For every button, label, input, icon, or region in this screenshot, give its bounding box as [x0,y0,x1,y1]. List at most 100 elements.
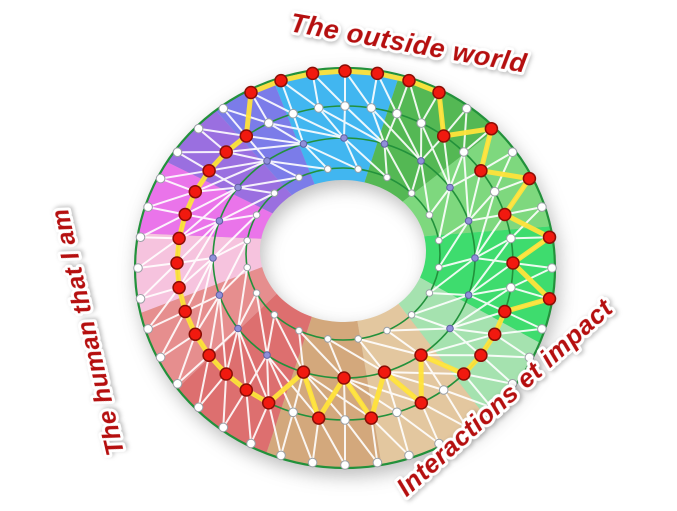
spoke-line [197,373,228,409]
ring-node [340,460,350,470]
red-node [487,327,502,342]
ring-node [340,101,350,111]
spoke-line [302,371,373,420]
red-node [178,207,192,222]
ring-node [215,291,224,299]
red-node [311,411,326,425]
red-node [188,184,203,199]
red-node [484,121,499,136]
spoke-line [420,333,496,357]
spoke-line [467,169,482,222]
ring-node [392,108,402,119]
ring-node [288,407,298,418]
spoke-line [147,190,197,209]
spoke-line [343,377,346,421]
spoke-line [370,417,379,464]
ring-node [252,289,261,297]
red-node [170,256,184,270]
spoke-line [474,213,506,259]
spoke-line [292,112,345,139]
red-node [436,129,451,143]
ring-node [425,211,434,219]
spoke-line [176,354,211,385]
spoke-line [266,354,270,404]
spoke-line [266,354,295,414]
spoke-line [449,286,512,330]
spoke-line [326,337,386,374]
spoke-line [428,257,476,294]
ring-node [434,438,444,449]
red-node [414,348,428,362]
red-node [414,396,429,410]
red-node [432,85,446,100]
ring-node [172,379,183,389]
spoke-line [383,142,388,179]
spoke-line [194,294,221,336]
ring-node [143,324,153,334]
spoke-line [218,266,249,297]
spoke-line [437,219,470,242]
spoke-line [442,389,493,409]
spoke-line [237,327,270,404]
spoke-line [178,257,214,289]
spoke-line [298,329,305,374]
spoke-line [147,286,181,330]
spoke-line [266,354,320,420]
spoke-line [159,310,187,359]
spoke-line [343,377,398,414]
spoke-line [467,286,512,297]
spoke-line [479,354,514,385]
ring-node [506,282,516,293]
spoke-line [493,327,543,336]
ring-node [295,173,303,182]
spoke-line [474,190,496,259]
red-nodes [170,64,557,425]
spoke-line [317,106,386,145]
ring-node [263,157,271,165]
ring-node [270,189,279,197]
spoke-line [147,310,187,330]
spoke-line [395,411,440,445]
ring-node [407,189,416,197]
spoke-line [194,257,214,336]
spoke-line [408,79,423,125]
spoke-line [503,310,543,330]
spoke-line [343,377,423,404]
spoke-line [280,411,295,457]
ring-node [243,263,251,272]
ring-node [246,438,256,449]
spoke-line [462,151,470,222]
ring-node [313,103,324,113]
spoke-line [437,219,470,269]
spoke-line [479,354,531,359]
red-node [542,292,557,306]
ring-node [193,123,204,134]
ring-node [486,402,497,413]
ring-node [461,422,472,433]
spoke-line [344,70,373,109]
sector-orchid [138,162,273,239]
ring-node [435,263,443,272]
ring-node [489,186,500,197]
spoke-line [442,135,451,189]
spoke-line [370,106,422,162]
red-node [239,129,254,143]
ring-node [383,173,391,182]
red-node [474,348,488,363]
ring-node [506,233,516,244]
ring-node [288,108,298,119]
red-node [542,230,557,244]
spoke-lines [137,70,553,466]
spoke-line [420,401,440,445]
spoke-line [383,142,413,195]
red-node [219,145,233,159]
red-node [244,85,258,100]
red-node [305,66,320,81]
spoke-line [194,186,239,193]
ring-node [234,324,242,333]
ring-node [307,457,318,468]
red-node [219,367,233,381]
spoke-line [218,192,276,222]
spoke-line [311,72,346,107]
spoke-line [237,186,276,195]
